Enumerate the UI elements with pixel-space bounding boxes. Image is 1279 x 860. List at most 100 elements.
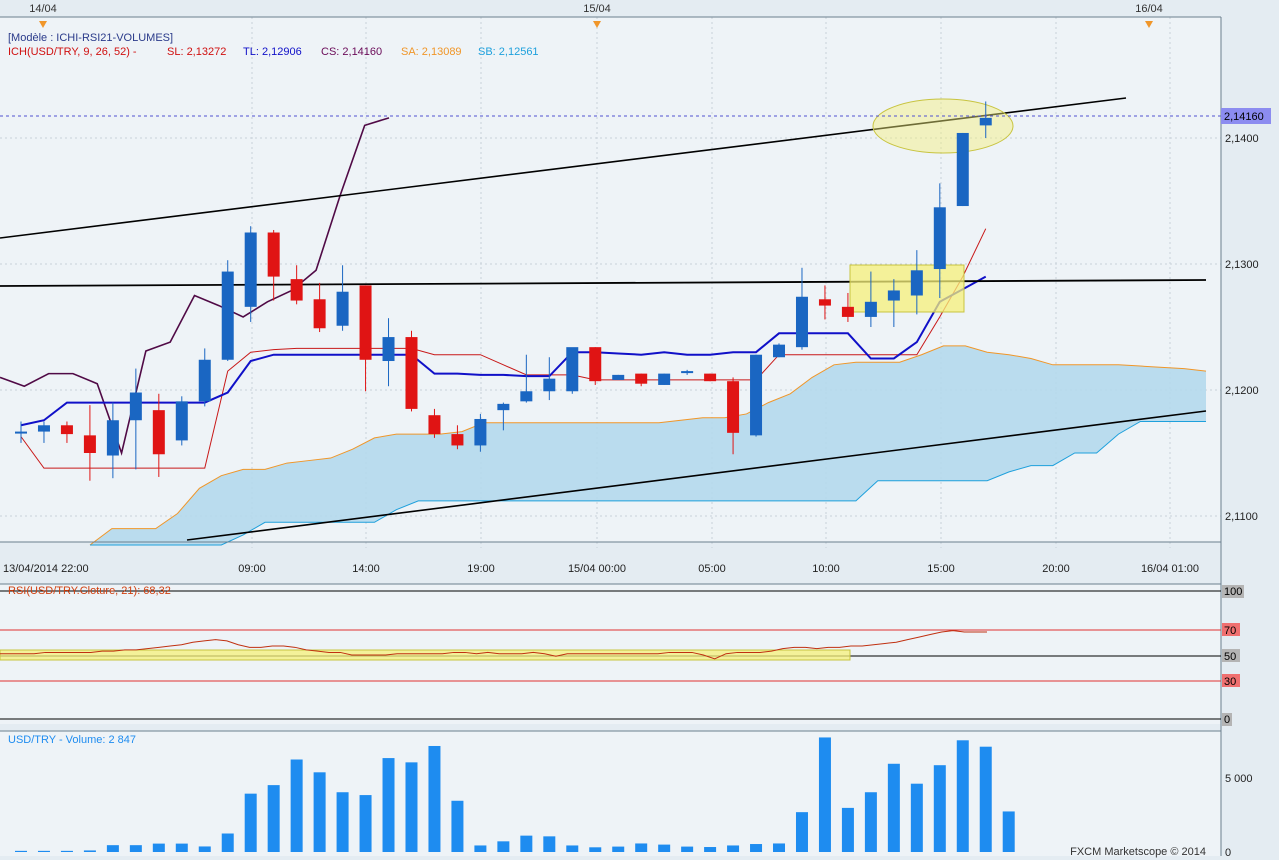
volume-bar-8 [175, 843, 188, 852]
candle-body [175, 401, 188, 441]
candle-41[interactable] [933, 183, 946, 299]
rsi-highlight-band[interactable] [0, 649, 851, 661]
candle-16[interactable] [359, 285, 372, 392]
volume-bar-15 [336, 792, 349, 852]
candle-32[interactable] [727, 377, 740, 455]
candle-43[interactable] [979, 101, 992, 138]
candle-body [543, 378, 556, 392]
candle-body [106, 420, 119, 456]
volume-title: USD/TRY - Volume: 2 847 [8, 734, 136, 746]
time-label-6: 05:00 [698, 563, 726, 575]
candle-body [313, 299, 326, 329]
candle-28[interactable] [635, 373, 648, 387]
candle-18[interactable] [405, 330, 418, 412]
candle-25[interactable] [566, 347, 579, 394]
highlight-ellipse[interactable] [872, 98, 1014, 154]
time-label-9: 20:00 [1042, 563, 1070, 575]
candle-5[interactable] [106, 402, 119, 479]
candle-22[interactable] [497, 402, 510, 431]
candle-37[interactable] [841, 292, 854, 322]
candle-27[interactable] [612, 374, 625, 380]
candle-36[interactable] [818, 285, 831, 320]
candle-31[interactable] [704, 373, 717, 382]
candle-14[interactable] [313, 282, 326, 333]
candle-11[interactable] [244, 226, 257, 322]
candle-body [979, 117, 992, 126]
candle-body [681, 371, 694, 374]
chikou-span-line [0, 117, 390, 456]
volume-bar-16 [359, 795, 372, 852]
candle-1[interactable] [15, 421, 27, 443]
candle-17[interactable] [382, 318, 395, 387]
candle-20[interactable] [451, 425, 464, 450]
price-tick-4: 2,1400 [1225, 133, 1259, 145]
volume-bar-3 [60, 850, 73, 852]
candle-40[interactable] [910, 250, 923, 315]
candle-42[interactable] [956, 132, 969, 207]
candle-24[interactable] [543, 357, 556, 401]
candle-body [37, 425, 50, 432]
volume-bar-33 [750, 844, 763, 852]
candle-2[interactable] [37, 421, 50, 443]
candle-33[interactable] [750, 354, 763, 437]
candle-body [750, 354, 763, 436]
volume-bar-44 [1002, 811, 1015, 852]
candle-38[interactable] [864, 271, 877, 327]
rsi-70-badge [1222, 623, 1240, 636]
candle-30[interactable] [681, 369, 694, 375]
candle-3[interactable] [60, 421, 73, 443]
candle-body [428, 415, 441, 435]
candle-23[interactable] [520, 354, 533, 403]
model-label: [Modèle : ICHI-RSI21-VOLUMES] [8, 32, 173, 44]
candle-body [635, 373, 648, 384]
time-label-3: 14:00 [352, 563, 380, 575]
day-marker-1: 14/04 [29, 3, 57, 15]
candle-9[interactable] [198, 348, 211, 407]
rsi-30-badge [1222, 674, 1240, 687]
volume-bar-38 [864, 792, 877, 852]
volume-bar-28 [635, 843, 648, 852]
candle-4[interactable] [83, 405, 96, 481]
candle-6[interactable] [129, 368, 142, 470]
candle-body [152, 410, 165, 455]
footer-credit: FXCM Marketscope © 2014 [1070, 846, 1206, 858]
candle-8[interactable] [175, 396, 188, 446]
candlesticks [15, 101, 992, 481]
candle-34[interactable] [773, 343, 786, 358]
volume-bar-36 [818, 737, 831, 852]
candle-body [589, 347, 602, 382]
candle-15[interactable] [336, 265, 349, 331]
candle-12[interactable] [267, 229, 280, 301]
time-label-10: 16/04 01:00 [1141, 563, 1199, 575]
candle-body [244, 232, 257, 307]
candle-body [221, 271, 234, 360]
candle-body [60, 425, 73, 435]
candle-39[interactable] [887, 279, 900, 327]
rsi-line [0, 630, 987, 660]
day-marker-3: 16/04 [1135, 3, 1163, 15]
horizontal-resistance-line[interactable] [0, 279, 1207, 287]
day-marker-2-arrow-icon [593, 21, 601, 28]
price-tick-2: 2,1200 [1225, 385, 1259, 397]
rsi-title: RSI(USD/TRY.Cloture, 21): 68,32 [8, 585, 171, 597]
candle-35[interactable] [795, 267, 808, 350]
candle-body [359, 285, 372, 360]
volume-bar-35 [795, 812, 808, 852]
candle-7[interactable] [152, 393, 165, 477]
ichimoku-cloud [89, 345, 1207, 546]
candle-21[interactable] [474, 413, 487, 452]
candle-10[interactable] [221, 260, 234, 362]
volume-tick-5000: 5 000 [1225, 773, 1253, 785]
volume-bar-9 [198, 846, 211, 852]
candle-29[interactable] [658, 373, 671, 385]
time-label-4: 19:00 [467, 563, 495, 575]
volume-bar-4 [83, 850, 96, 852]
lower-trendline[interactable] [186, 410, 1207, 541]
upper-trendline[interactable] [0, 97, 1127, 239]
candle-body [773, 344, 786, 358]
candle-13[interactable] [290, 265, 303, 305]
candle-26[interactable] [589, 347, 602, 385]
rsi-level-70: 70 [1224, 625, 1236, 637]
candle-19[interactable] [428, 408, 441, 438]
